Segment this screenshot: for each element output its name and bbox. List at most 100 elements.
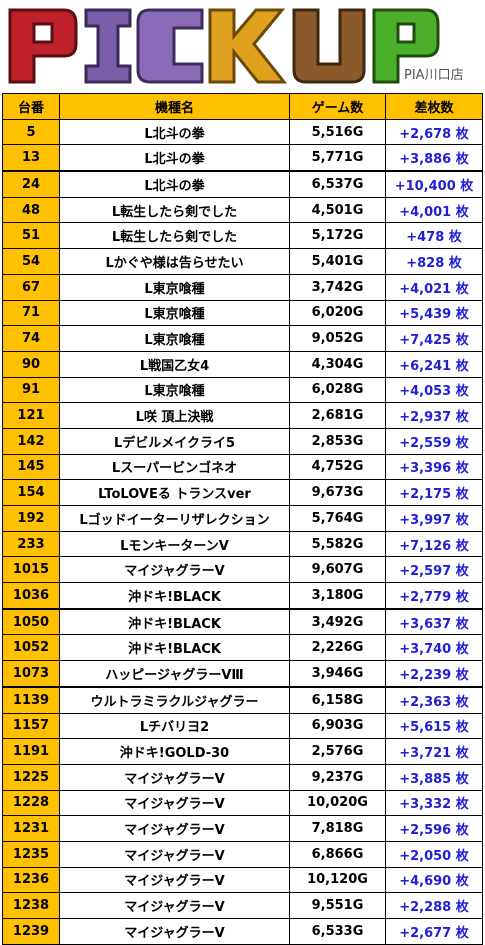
table-row: 74 L東京喰種 9,052G +7,425 枚 bbox=[2, 325, 483, 352]
machine-number-cell: 91 bbox=[2, 376, 60, 404]
diff-cell: +2,678 枚 bbox=[385, 118, 483, 146]
model-cell: L北斗の拳 bbox=[59, 170, 290, 198]
model-cell: L北斗の拳 bbox=[59, 144, 290, 172]
model-cell: L北斗の拳 bbox=[59, 118, 290, 146]
model-cell: Lスーパービンゴネオ bbox=[59, 453, 290, 481]
diff-cell: +4,690 枚 bbox=[385, 866, 483, 894]
games-cell: 6,533G bbox=[289, 918, 386, 945]
table-row: 24 L北斗の拳 6,537G +10,400 枚 bbox=[2, 170, 483, 198]
machine-number-cell: 13 bbox=[2, 144, 60, 172]
diff-cell: +5,615 枚 bbox=[385, 712, 483, 740]
table-row: 1225 マイジャグラーV 9,237G +3,885 枚 bbox=[2, 763, 483, 791]
model-cell: L転生したら剣でした bbox=[59, 196, 290, 224]
diff-cell: +478 枚 bbox=[385, 222, 483, 250]
games-cell: 6,866G bbox=[289, 840, 386, 868]
logo-letter-p2 bbox=[372, 8, 440, 84]
machine-number-cell: 1073 bbox=[2, 660, 60, 688]
logo-letter-p bbox=[8, 8, 78, 84]
table-row: 1238 マイジャグラーV 9,551G +2,288 枚 bbox=[2, 892, 483, 919]
diff-cell: +7,425 枚 bbox=[385, 325, 483, 352]
diff-cell: +4,001 枚 bbox=[385, 196, 483, 224]
games-cell: 5,516G bbox=[289, 118, 386, 146]
games-cell: 9,673G bbox=[289, 479, 386, 506]
table-row: 1036 沖ドキ!BLACK 3,180G +2,779 枚 bbox=[2, 582, 483, 610]
model-cell: L東京喰種 bbox=[59, 376, 290, 404]
model-cell: 沖ドキ!BLACK bbox=[59, 634, 290, 662]
model-cell: マイジャグラーV bbox=[59, 815, 290, 842]
model-cell: マイジャグラーV bbox=[59, 918, 290, 945]
machine-number-cell: 48 bbox=[2, 196, 60, 224]
model-cell: L東京喰種 bbox=[59, 299, 290, 327]
model-cell: マイジャグラーV bbox=[59, 840, 290, 868]
diff-cell: +2,779 枚 bbox=[385, 582, 483, 610]
machine-number-cell: 1157 bbox=[2, 712, 60, 740]
pickup-logo bbox=[8, 8, 440, 84]
diff-cell: +4,053 枚 bbox=[385, 376, 483, 404]
machine-number-cell: 1015 bbox=[2, 556, 60, 584]
diff-cell: +2,050 枚 bbox=[385, 840, 483, 868]
table-row: 1231 マイジャグラーV 7,818G +2,596 枚 bbox=[2, 815, 483, 842]
machine-number-cell: 90 bbox=[2, 350, 60, 378]
model-cell: Lデビルメイクライ5 bbox=[59, 427, 290, 455]
table-row: 90 L戦国乙女4 4,304G +6,241 枚 bbox=[2, 350, 483, 378]
table-row: 1236 マイジャグラーV 10,120G +4,690 枚 bbox=[2, 866, 483, 894]
model-cell: 沖ドキ!GOLD-30 bbox=[59, 738, 290, 765]
model-cell: Lチバリヨ2 bbox=[59, 712, 290, 740]
table-row: 233 LモンキーターンV 5,582G +7,126 枚 bbox=[2, 530, 483, 558]
games-cell: 4,501G bbox=[289, 196, 386, 224]
machine-number-cell: 1238 bbox=[2, 892, 60, 919]
machine-number-cell: 51 bbox=[2, 222, 60, 250]
table-row: 1050 沖ドキ!BLACK 3,492G +3,637 枚 bbox=[2, 607, 483, 636]
machine-number-cell: 24 bbox=[2, 170, 60, 198]
diff-cell: +3,332 枚 bbox=[385, 789, 483, 817]
model-cell: マイジャグラーV bbox=[59, 763, 290, 791]
machine-number-cell: 192 bbox=[2, 505, 60, 532]
header-diff: 差枚数 bbox=[385, 93, 483, 120]
model-cell: L転生したら剣でした bbox=[59, 222, 290, 250]
machine-number-cell: 54 bbox=[2, 248, 60, 275]
diff-cell: +3,721 枚 bbox=[385, 738, 483, 765]
table-row: 71 L東京喰種 6,020G +5,439 枚 bbox=[2, 299, 483, 327]
table-row: 121 L咲 頂上決戦 2,681G +2,937 枚 bbox=[2, 402, 483, 429]
model-cell: L東京喰種 bbox=[59, 325, 290, 352]
machine-number-cell: 1036 bbox=[2, 582, 60, 610]
header-model: 機種名 bbox=[59, 93, 290, 120]
model-cell: ウルトラミラクルジャグラー bbox=[59, 685, 290, 714]
model-cell: LToLOVEる トランスver bbox=[59, 479, 290, 506]
machine-number-cell: 142 bbox=[2, 427, 60, 455]
games-cell: 6,020G bbox=[289, 299, 386, 327]
diff-cell: +10,400 枚 bbox=[385, 170, 483, 198]
logo-letter-u bbox=[292, 8, 366, 84]
machine-number-cell: 1139 bbox=[2, 685, 60, 714]
machine-number-cell: 71 bbox=[2, 299, 60, 327]
diff-cell: +828 枚 bbox=[385, 248, 483, 275]
machine-number-cell: 1191 bbox=[2, 738, 60, 765]
model-cell: L咲 頂上決戦 bbox=[59, 402, 290, 429]
games-cell: 2,226G bbox=[289, 634, 386, 662]
table-row: 1139 ウルトラミラクルジャグラー 6,158G +2,363 枚 bbox=[2, 685, 483, 714]
machine-number-cell: 5 bbox=[2, 118, 60, 146]
games-cell: 10,120G bbox=[289, 866, 386, 894]
diff-cell: +3,886 枚 bbox=[385, 144, 483, 172]
diff-cell: +2,175 枚 bbox=[385, 479, 483, 506]
games-cell: 2,681G bbox=[289, 402, 386, 429]
table-row: 1052 沖ドキ!BLACK 2,226G +3,740 枚 bbox=[2, 634, 483, 662]
games-cell: 3,492G bbox=[289, 607, 386, 636]
diff-cell: +7,126 枚 bbox=[385, 530, 483, 558]
table-row: 192 Lゴッドイーターリザレクション 5,764G +3,997 枚 bbox=[2, 505, 483, 532]
table-row: 54 Lかぐや様は告らせたい 5,401G +828 枚 bbox=[2, 248, 483, 275]
table-row: 5 L北斗の拳 5,516G +2,678 枚 bbox=[2, 118, 483, 146]
model-cell: LモンキーターンV bbox=[59, 530, 290, 558]
diff-cell: +2,363 枚 bbox=[385, 685, 483, 714]
games-cell: 5,401G bbox=[289, 248, 386, 275]
table-row: 1073 ハッピージャグラーVⅢ 3,946G +2,239 枚 bbox=[2, 660, 483, 688]
model-cell: マイジャグラーV bbox=[59, 892, 290, 919]
model-cell: L東京喰種 bbox=[59, 273, 290, 301]
diff-cell: +2,239 枚 bbox=[385, 660, 483, 688]
table-row: 67 L東京喰種 3,742G +4,021 枚 bbox=[2, 273, 483, 301]
games-cell: 6,158G bbox=[289, 685, 386, 714]
games-cell: 9,607G bbox=[289, 556, 386, 584]
model-cell: Lゴッドイーターリザレクション bbox=[59, 505, 290, 532]
machine-number-cell: 1225 bbox=[2, 763, 60, 791]
diff-cell: +2,288 枚 bbox=[385, 892, 483, 919]
